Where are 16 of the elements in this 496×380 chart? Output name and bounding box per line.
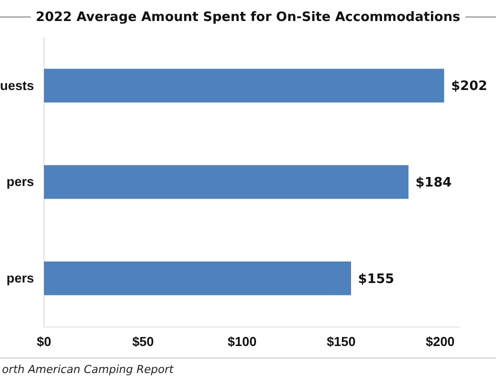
x-tick-label: $200	[426, 334, 455, 350]
text: orth American Camping Report	[2, 363, 174, 376]
data-label: $155	[358, 272, 394, 287]
x-tick-label: $100	[228, 334, 257, 350]
bar	[44, 68, 444, 103]
data-label: $202	[451, 79, 488, 94]
data-label: $184	[415, 176, 452, 191]
bar	[44, 165, 408, 199]
x-tick-label: $50	[132, 334, 154, 350]
chart-title: 2022 Average Amount Spent for On-Site Accommodations	[36, 10, 460, 25]
y-tick-label: pers	[6, 270, 34, 286]
x-tick-label: $150	[326, 334, 356, 350]
y-tick-label: uests	[0, 78, 34, 93]
y-tick-label: pers	[6, 174, 34, 190]
bar	[44, 261, 352, 296]
x-tick-label: $0	[36, 334, 52, 350]
